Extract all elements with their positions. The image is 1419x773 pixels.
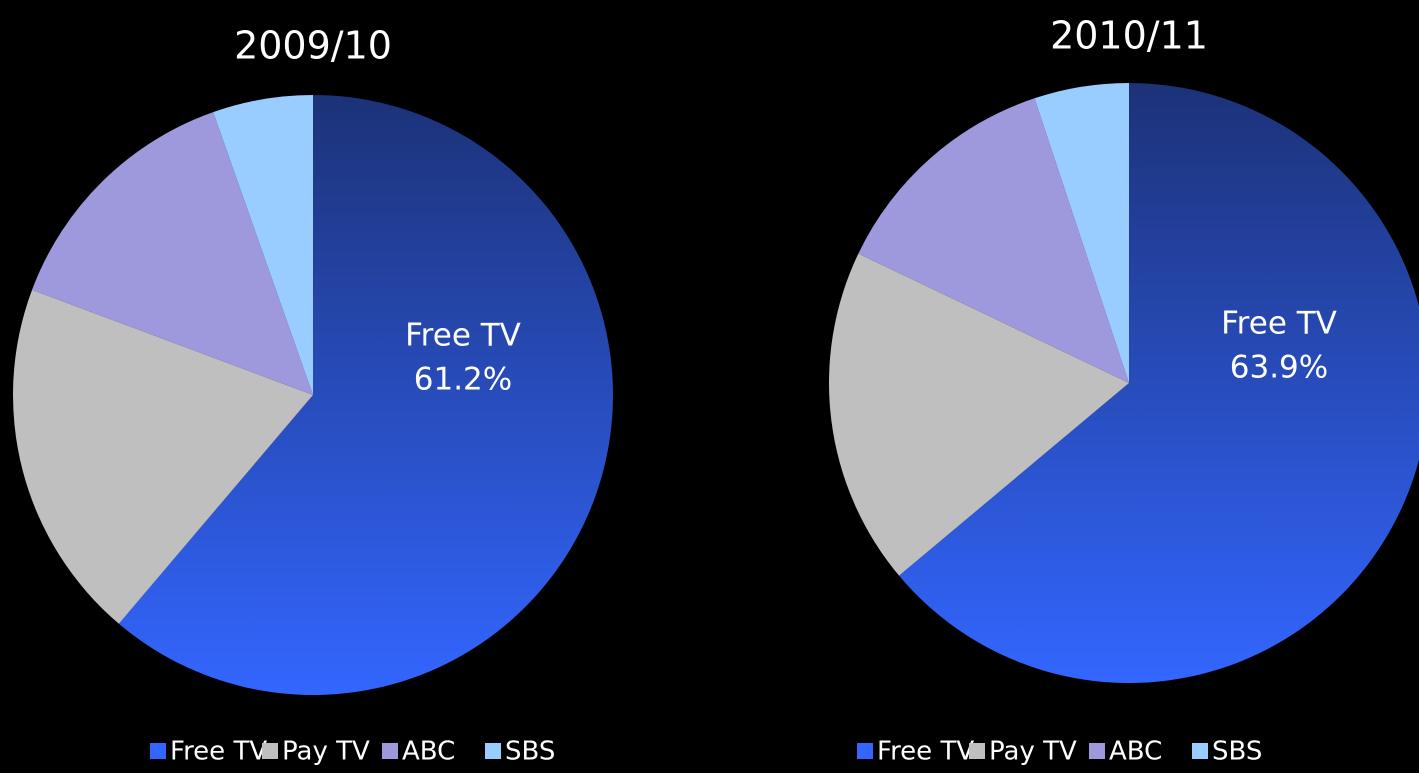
legend-label: SBS [505, 737, 555, 767]
legend-swatch [1089, 743, 1105, 759]
pie-slice [32, 112, 313, 395]
legend-swatch [150, 743, 166, 759]
legend-label: ABC [1109, 737, 1162, 767]
slice-value-label: 61.2% [414, 362, 512, 398]
legend-label: SBS [1212, 737, 1262, 767]
legend-swatch [262, 743, 278, 759]
pie-slice [829, 253, 1129, 576]
pie-slice [118, 95, 613, 695]
legend-label: Pay TV [282, 737, 370, 767]
legend-label: Pay TV [989, 737, 1077, 767]
chart-title: 2010/11 [1050, 14, 1208, 58]
pie-slice [858, 98, 1129, 384]
legend-swatch [485, 743, 501, 759]
legend-label: Free TV [877, 737, 974, 767]
slice-category-label: Free TV [1221, 306, 1337, 342]
legend-swatch [857, 743, 873, 759]
pie-slice [213, 95, 313, 395]
slice-value-label: 63.9% [1230, 350, 1328, 386]
pie-slice [899, 83, 1419, 683]
slice-category-label: Free TV [405, 318, 521, 354]
legend-label: Free TV [170, 737, 267, 767]
legend-swatch [382, 743, 398, 759]
chart-title: 2009/10 [234, 24, 392, 68]
legend-label: ABC [402, 737, 455, 767]
legend-swatch [1192, 743, 1208, 759]
pie-slice [12, 289, 314, 624]
legend-swatch [969, 743, 985, 759]
pie-slice [1034, 83, 1129, 383]
